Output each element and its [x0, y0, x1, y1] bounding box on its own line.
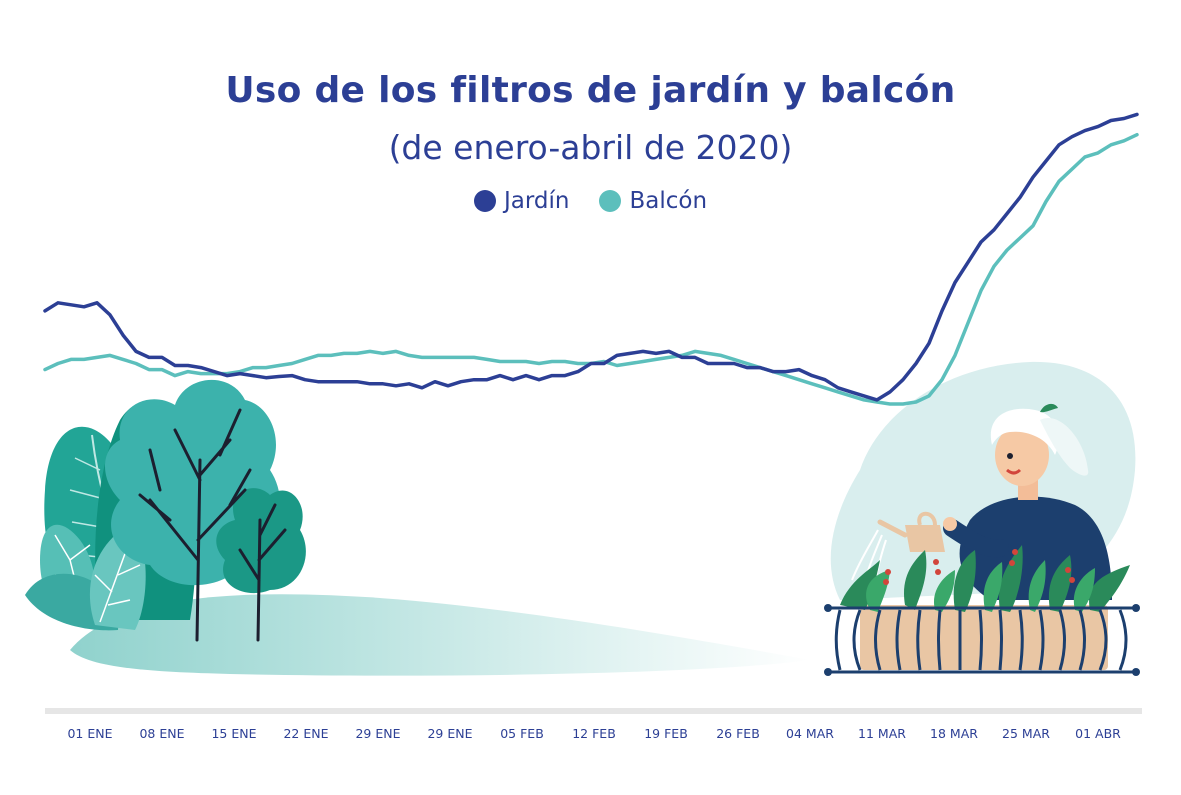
- legend-label-jardin: Jardín: [503, 188, 570, 214]
- chart-subtitle: (de enero-abril de 2020): [388, 128, 793, 167]
- x-tick-label: 12 FEB: [572, 726, 616, 741]
- legend-swatch-balcon: [599, 190, 622, 212]
- x-axis-bar: [45, 708, 1142, 714]
- x-tick-label: 29 ENE: [355, 726, 401, 741]
- series-line-jardin: [43, 112, 1139, 402]
- x-tick-label: 22 ENE: [283, 726, 329, 741]
- legend-swatch-jardin: [473, 190, 496, 212]
- legend-item-jardin: Jardín: [473, 188, 570, 214]
- x-tick-label: 19 FEB: [644, 726, 688, 741]
- chart-lines: [43, 112, 1139, 406]
- x-tick-label: 11 MAR: [858, 726, 906, 741]
- x-tick-label: 18 MAR: [930, 726, 978, 741]
- x-tick-label: 04 MAR: [786, 726, 834, 741]
- x-tick-label: 01 ABR: [1075, 726, 1121, 741]
- x-tick-label: 08 ENE: [139, 726, 185, 741]
- legend: Jardín Balcón: [0, 188, 1181, 214]
- x-tick-label: 15 ENE: [211, 726, 257, 741]
- x-tick-label: 05 FEB: [500, 726, 544, 741]
- x-tick-label: 25 MAR: [1002, 726, 1050, 741]
- x-axis-ticks: 01 ENE 08 ENE 15 ENE 22 ENE 29 ENE 29 ENE 05 F…: [0, 726, 1181, 746]
- x-tick-label: 29 ENE: [427, 726, 473, 741]
- x-tick-label: 26 FEB: [716, 726, 760, 741]
- balcony-illustration: [824, 361, 1140, 676]
- trees-illustration: [25, 379, 810, 676]
- x-tick-label: 01 ENE: [67, 726, 113, 741]
- chart-title: Uso de los filtros de jardín y balcón: [225, 70, 956, 111]
- legend-item-balcon: Balcón: [599, 188, 707, 214]
- legend-label-balcon: Balcón: [629, 188, 708, 214]
